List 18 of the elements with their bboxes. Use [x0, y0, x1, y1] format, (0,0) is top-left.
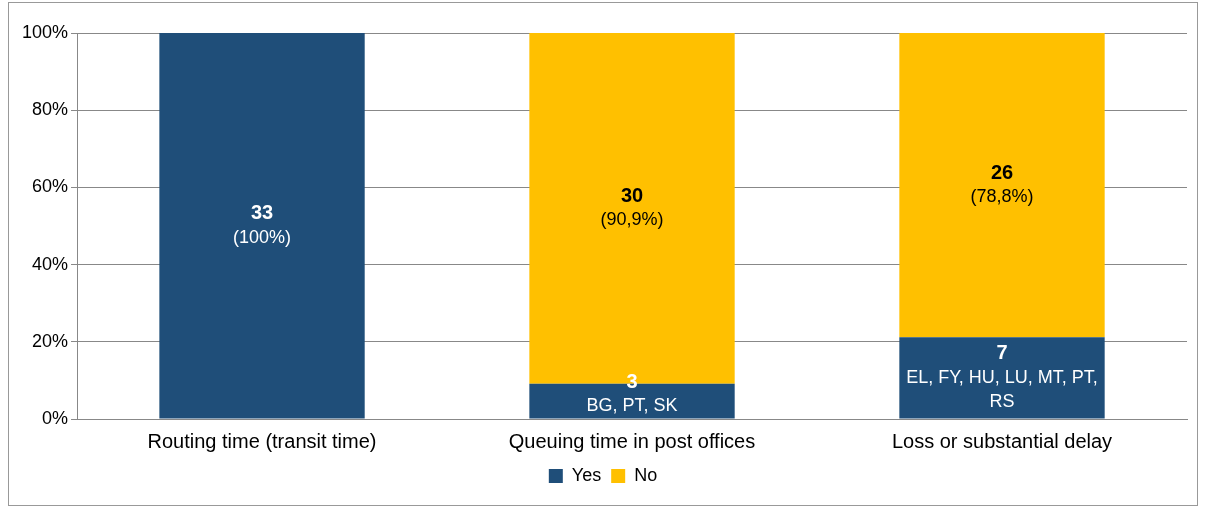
y-tick-label: 60% — [32, 176, 69, 197]
x-tick-label: Routing time (transit time) — [147, 429, 377, 452]
x-tick-label: Queuing time in post offices — [508, 429, 756, 452]
y-tick-label: 100% — [21, 21, 69, 42]
legend-label: No — [634, 464, 658, 485]
legend-label: Yes — [571, 464, 602, 485]
x-tick-label: Loss or substantial delay — [891, 429, 1113, 452]
annotation: 7 EL, FY, HU, LU, MT, PT, RS — [906, 341, 1098, 411]
annotation: 30 (90,9%) — [600, 183, 664, 230]
y-tick-label: 40% — [32, 253, 69, 274]
bar — [899, 33, 1105, 338]
bar — [899, 337, 1105, 419]
annotation: 33 (100%) — [233, 201, 292, 247]
bar — [159, 33, 365, 419]
y-tick-label: 0% — [42, 407, 69, 428]
y-tick-label: 80% — [32, 99, 69, 120]
y-tick-label: 20% — [32, 330, 69, 351]
annotation: 26 (78,8%) — [970, 160, 1034, 207]
